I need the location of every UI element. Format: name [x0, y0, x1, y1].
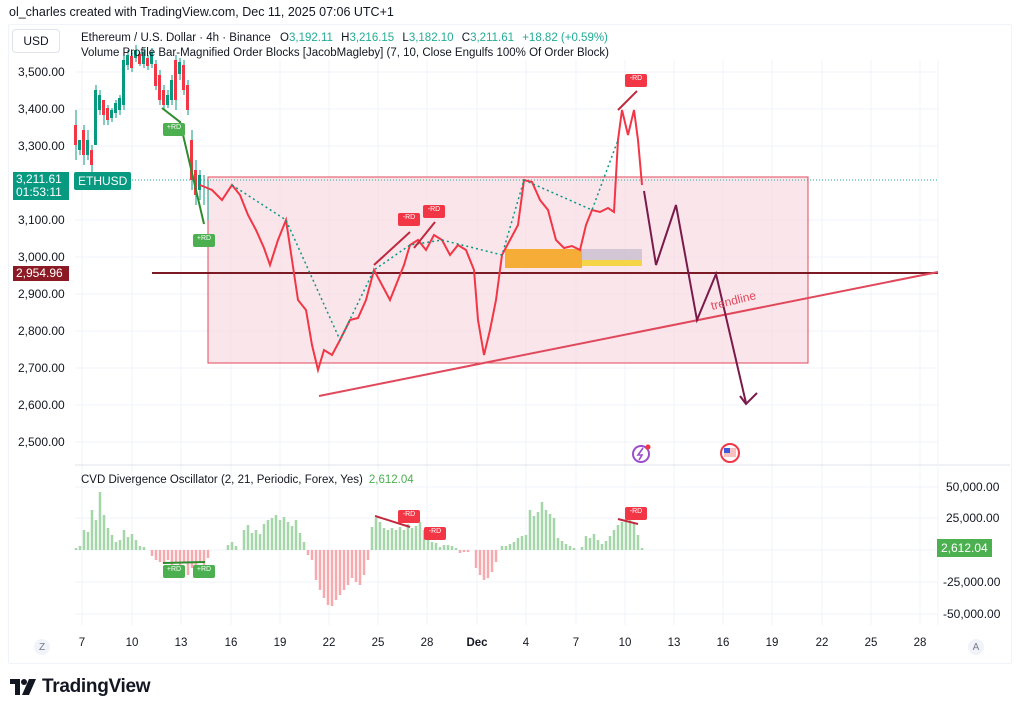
osc-tick: -25,000.00 [943, 575, 1001, 589]
price-tick: 3,400.00 [18, 102, 65, 116]
ohlc-low: 3,182.10 [408, 32, 454, 44]
price-tick: 3,000.00 [18, 250, 65, 264]
trendline[interactable] [318, 271, 939, 397]
osc-div-label-bull-2[interactable] [193, 565, 215, 578]
div-label-bear-3[interactable] [625, 74, 647, 87]
projection-path[interactable] [643, 190, 747, 404]
oscillator-histogram [74, 492, 644, 606]
osc-tick: 50,000.00 [946, 480, 1000, 494]
lightning-event-icon[interactable] [632, 444, 651, 463]
time-tick-month: Dec [466, 637, 488, 649]
ohlc-high: 3,216.15 [349, 32, 395, 44]
osc-tick: 25,000.00 [946, 511, 1000, 525]
tradingview-logo[interactable]: TradingView [10, 676, 151, 698]
level-price-tag: 2,954.96 [13, 266, 69, 281]
div-label-bear-1[interactable] [398, 213, 420, 226]
div-label-text: +RD [196, 566, 212, 573]
price-path [199, 109, 643, 374]
chart-frame [8, 24, 1012, 664]
oscillator-legend[interactable]: CVD Divergence Oscillator (2, 21, Period… [81, 474, 414, 486]
brand-name: TradingView [42, 676, 151, 697]
indicator-legend[interactable]: Volume Profile Bar-Magnified Order Block… [81, 47, 609, 59]
price-tick: 2,600.00 [18, 398, 65, 412]
time-tick: 10 [125, 637, 139, 649]
tradingview-logo-icon [10, 679, 36, 695]
time-tick: 22 [815, 637, 829, 649]
div-label-text: -RD [629, 75, 643, 82]
time-tick: 10 [618, 637, 632, 649]
time-tick: 7 [78, 637, 86, 649]
div-label-text: -RD [402, 511, 416, 518]
projection-arrowhead-icon [739, 392, 758, 406]
osc-div-label-bear-2[interactable] [424, 527, 446, 540]
osc-value-tag: 2,612.04 [937, 539, 992, 557]
time-tick: 13 [667, 637, 681, 649]
ohlc-change: +18.82 (+0.59%) [522, 32, 608, 44]
div-label-bear-2[interactable] [423, 205, 445, 218]
symbol-tag: ETHUSD [74, 172, 132, 190]
price-tick: 2,900.00 [18, 287, 65, 301]
div-label-text: +RD [166, 124, 182, 131]
time-tick: 16 [224, 637, 238, 649]
price-tick: 3,300.00 [18, 139, 65, 153]
div-label-text: -RD [427, 206, 441, 213]
chart-caption: ol_charles created with TradingView.com,… [9, 5, 394, 19]
div-label-text: +RD [166, 566, 182, 573]
current-price-tag: 3,211.61 01:53:11 [13, 172, 69, 200]
osc-div-label-bear-1[interactable] [398, 510, 420, 523]
order-block[interactable] [505, 249, 642, 268]
candle-bodies [74, 50, 201, 195]
time-tick: 25 [371, 637, 385, 649]
time-tick: 28 [913, 637, 927, 649]
bearish-divergence-line[interactable] [373, 231, 411, 266]
ohlc-close: 3,211.61 [470, 32, 515, 44]
time-tick: 13 [174, 637, 188, 649]
us-flag-event-icon[interactable] [720, 443, 740, 463]
div-label-text: -RD [402, 214, 416, 221]
ohlc-open: 3,192.11 [289, 32, 333, 44]
osc-tick: -50,000.00 [943, 607, 1001, 621]
symbol-title: Ethereum / U.S. Dollar · 4h · Binance [81, 32, 271, 44]
div-label-bull-2[interactable] [193, 234, 215, 247]
osc-div-label-bull-1[interactable] [163, 565, 185, 578]
bar-countdown: 01:53:11 [16, 185, 62, 199]
osc-div-label-bear-3[interactable] [625, 507, 647, 520]
time-tick: 28 [420, 637, 434, 649]
price-tick: 3,100.00 [18, 213, 65, 227]
div-label-text: -RD [629, 508, 643, 515]
price-tick: 2,700.00 [18, 361, 65, 375]
time-tick: 19 [765, 637, 779, 649]
range-box[interactable] [207, 176, 809, 364]
symbol-legend[interactable]: Ethereum / U.S. Dollar · 4h · Binance O3… [81, 32, 608, 44]
div-label-text: -RD [428, 528, 442, 535]
time-tick: 7 [572, 637, 580, 649]
auto-scale-button[interactable]: A [968, 639, 984, 655]
time-tick: 4 [522, 637, 530, 649]
time-tick: 19 [273, 637, 287, 649]
oscillator-value: 2,612.04 [368, 474, 414, 486]
div-label-text: +RD [196, 235, 212, 242]
time-tick: 16 [716, 637, 730, 649]
currency-button[interactable]: USD [12, 29, 60, 53]
time-tick: 22 [322, 637, 336, 649]
price-tick: 3,500.00 [18, 65, 65, 79]
time-tick: 25 [864, 637, 878, 649]
zoom-reset-button[interactable]: Z [34, 639, 50, 655]
div-label-bull-1[interactable] [163, 123, 185, 136]
bullish-divergence-line[interactable] [161, 107, 205, 225]
price-tick: 2,500.00 [18, 435, 65, 449]
price-tick: 2,800.00 [18, 324, 65, 338]
